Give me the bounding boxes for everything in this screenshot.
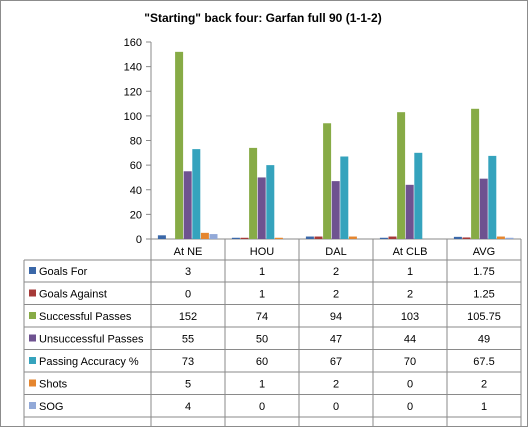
- bar: [414, 152, 423, 239]
- bar: [274, 237, 283, 239]
- data-label: 1.75: [473, 266, 494, 278]
- legend-swatch: [29, 289, 36, 297]
- data-label: 67: [330, 356, 342, 368]
- bar: [323, 123, 332, 239]
- bar: [462, 237, 471, 239]
- bar: [314, 236, 323, 239]
- legend-entry: Goals Against: [39, 289, 107, 301]
- data-label: 2: [481, 379, 487, 391]
- data-label: 2: [333, 266, 339, 278]
- bar: [488, 155, 497, 239]
- y-tick-label: 40: [130, 185, 142, 197]
- bar: [331, 181, 340, 239]
- bar: [231, 237, 240, 239]
- data-label: 49: [478, 334, 490, 346]
- category-label: At NE: [174, 246, 203, 258]
- data-table: At NE HOU DAL At CLB AVG Goals For 3 1 2 1 1.75 Goa…: [23, 239, 522, 426]
- legend-swatch: [29, 379, 36, 387]
- bar-layer: [157, 51, 514, 239]
- bar: [388, 236, 397, 239]
- bar: [505, 237, 514, 239]
- legend-entry: SOG: [39, 401, 63, 413]
- y-tick-label: 0: [136, 234, 142, 246]
- data-label: 103: [401, 311, 419, 323]
- legend-entry: Shots: [39, 379, 68, 391]
- bar: [175, 51, 184, 239]
- data-label: 2: [333, 289, 339, 301]
- legend-swatch: [29, 267, 36, 274]
- data-label: 0: [407, 401, 413, 413]
- data-label: 0: [185, 289, 191, 301]
- bar: [192, 149, 201, 239]
- legend-swatch: [29, 334, 36, 342]
- legend-entry: Successful Passes: [39, 311, 132, 323]
- chart-title: "Starting" back four: Garfan full 90 (1-…: [144, 11, 381, 25]
- data-label: 105.75: [467, 311, 501, 323]
- data-label: 1: [407, 266, 413, 278]
- data-label: 47: [330, 334, 342, 346]
- bar: [249, 147, 258, 239]
- data-label: 73: [182, 356, 194, 368]
- bar: [405, 184, 414, 239]
- legend-swatch: [29, 312, 36, 319]
- legend-swatch: [29, 357, 36, 364]
- data-label: 44: [404, 334, 416, 346]
- category-label: HOU: [250, 246, 275, 258]
- data-label: 0: [333, 401, 339, 413]
- bar: [183, 171, 192, 239]
- bar: [379, 237, 388, 239]
- data-label: 1: [259, 379, 265, 391]
- bar: [479, 178, 488, 239]
- data-label: 1: [259, 289, 265, 301]
- legend-entry: Passing Accuracy %: [39, 356, 139, 368]
- bar: [305, 236, 314, 239]
- category-label: AVG: [473, 246, 495, 258]
- data-label: 4: [185, 401, 191, 413]
- data-label: 0: [259, 401, 265, 413]
- data-label: 152: [179, 311, 197, 323]
- y-tick-label: 100: [124, 111, 142, 123]
- data-label: 60: [256, 356, 268, 368]
- y-tick-label: 140: [124, 62, 142, 74]
- y-tick-label: 120: [124, 86, 142, 98]
- data-label: 1: [259, 266, 265, 278]
- data-label: 1.25: [473, 289, 494, 301]
- data-label: 2: [407, 289, 413, 301]
- data-label: 74: [256, 311, 268, 323]
- bar: [348, 236, 357, 239]
- bar: [266, 165, 275, 239]
- y-tick-label: 160: [124, 37, 142, 49]
- bar: [397, 112, 406, 239]
- bar: [496, 236, 505, 239]
- bar: [471, 108, 480, 239]
- data-label: 70: [404, 356, 416, 368]
- data-label: 3: [185, 266, 191, 278]
- data-label: 94: [330, 311, 342, 323]
- bar: [209, 234, 218, 239]
- legend-entry: Unsuccessful Passes: [39, 334, 144, 346]
- bar: [200, 232, 209, 239]
- data-label: 50: [256, 334, 268, 346]
- axis-layer: 0 20 40 60 80 100 120 140 160: [124, 37, 521, 246]
- legend-entry: Goals For: [39, 266, 88, 278]
- bar: [257, 177, 266, 239]
- bar: [240, 237, 249, 239]
- data-label: 67.5: [473, 356, 494, 368]
- data-label: 0: [407, 379, 413, 391]
- data-label: 55: [182, 334, 194, 346]
- bar: [157, 235, 166, 239]
- y-tick-label: 20: [130, 209, 142, 221]
- legend-swatch: [29, 402, 36, 409]
- category-label: DAL: [325, 246, 346, 258]
- data-label: 5: [185, 379, 191, 391]
- category-label: At CLB: [393, 246, 428, 258]
- bar: [453, 236, 462, 239]
- data-label: 2: [333, 379, 339, 391]
- bar: [340, 156, 349, 239]
- y-tick-label: 80: [130, 136, 142, 148]
- y-tick-label: 60: [130, 160, 142, 172]
- data-label: 1: [481, 401, 487, 413]
